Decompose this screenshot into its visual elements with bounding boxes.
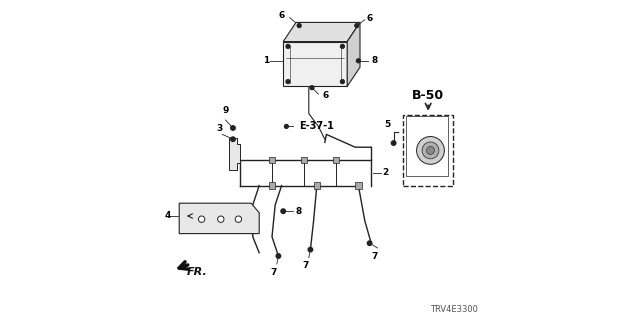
Bar [301,157,307,163]
Circle shape [308,247,312,252]
Circle shape [276,254,280,258]
Circle shape [392,141,396,145]
Polygon shape [283,22,360,42]
Circle shape [231,137,236,141]
Polygon shape [347,22,360,86]
Text: 1: 1 [264,56,269,65]
Text: 7: 7 [371,252,378,261]
Text: 6: 6 [367,14,372,23]
Text: 6: 6 [278,12,285,20]
Bar [269,182,275,189]
Bar [406,116,448,176]
Text: 6: 6 [323,91,329,100]
Text: 7: 7 [303,261,308,270]
Circle shape [236,216,242,222]
Circle shape [284,124,288,128]
Text: 8: 8 [296,207,301,216]
Circle shape [218,216,224,222]
Text: 7: 7 [271,268,276,277]
Circle shape [355,24,359,28]
Circle shape [340,44,344,48]
Text: 5: 5 [384,120,390,129]
Circle shape [297,24,301,28]
Circle shape [231,126,236,130]
Text: 8: 8 [372,56,378,65]
Text: B-50: B-50 [412,89,444,102]
Circle shape [281,209,285,213]
Polygon shape [179,203,259,234]
Circle shape [340,80,344,84]
Bar [269,157,275,163]
Text: FR.: FR. [187,267,207,277]
Polygon shape [283,42,347,86]
Bar [314,182,320,189]
Circle shape [367,241,372,245]
Text: 9: 9 [223,106,228,115]
Polygon shape [229,138,240,170]
Circle shape [286,44,290,48]
Circle shape [310,86,314,90]
Circle shape [422,142,439,159]
Text: 2: 2 [383,168,388,177]
Text: 3: 3 [216,124,222,133]
Circle shape [286,80,290,84]
Text: TRV4E3300: TRV4E3300 [431,305,479,314]
Bar [333,157,339,163]
Circle shape [426,147,435,154]
Circle shape [198,216,205,222]
Bar [403,115,453,186]
Circle shape [417,137,444,164]
Bar [355,182,362,189]
Circle shape [356,59,360,63]
Text: E-37-1: E-37-1 [300,121,334,132]
Text: 4: 4 [164,212,170,220]
